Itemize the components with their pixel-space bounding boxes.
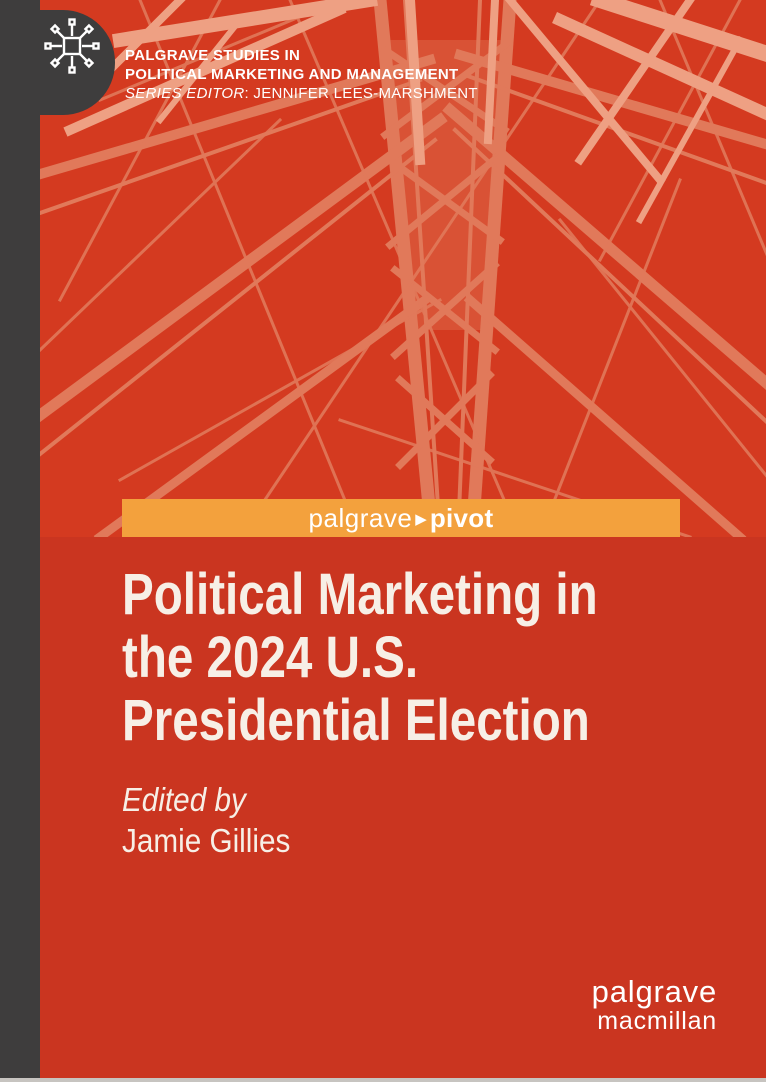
series-logo-tab <box>0 10 115 115</box>
series-heading: PALGRAVE STUDIES IN POLITICAL MARKETING … <box>125 46 478 103</box>
book-title: Political Marketing in the 2024 U.S. Pre… <box>122 563 598 752</box>
publisher-wordmark: palgrave macmillan <box>592 976 717 1035</box>
title-line-3: Presidential Election <box>122 688 590 753</box>
imprint-banner: palgrave ▶ pivot <box>122 499 680 537</box>
editor-name: Jamie Gillies <box>122 822 291 859</box>
series-editor-label: SERIES EDITOR <box>125 85 245 102</box>
series-editor-name: : JENNIFER LEES-MARSHMENT <box>244 85 478 102</box>
series-editor-line: SERIES EDITOR: JENNIFER LEES-MARSHMENT <box>125 84 478 103</box>
series-title-line1: PALGRAVE STUDIES IN <box>125 47 301 64</box>
imprint-sub-text: pivot <box>429 502 494 533</box>
publisher-line2: macmillan <box>597 1007 717 1035</box>
title-line-1: Political Marketing in <box>122 562 598 627</box>
spine-bar <box>0 0 40 1082</box>
edited-by-label: Edited by <box>122 781 246 818</box>
right-arrow-icon: ▶ <box>415 511 427 528</box>
publisher-line1: palgrave <box>591 974 717 1009</box>
palgrave-network-icon <box>44 18 100 74</box>
title-line-2: the 2024 U.S. <box>122 625 419 690</box>
page-bottom-edge <box>0 1078 766 1082</box>
pylon-lattice-artwork <box>40 0 766 537</box>
editor-credit: Edited by Jamie Gillies <box>122 780 290 862</box>
imprint-brand-text: palgrave <box>308 502 413 533</box>
series-title-line2: POLITICAL MARKETING AND MANAGEMENT <box>125 66 459 83</box>
